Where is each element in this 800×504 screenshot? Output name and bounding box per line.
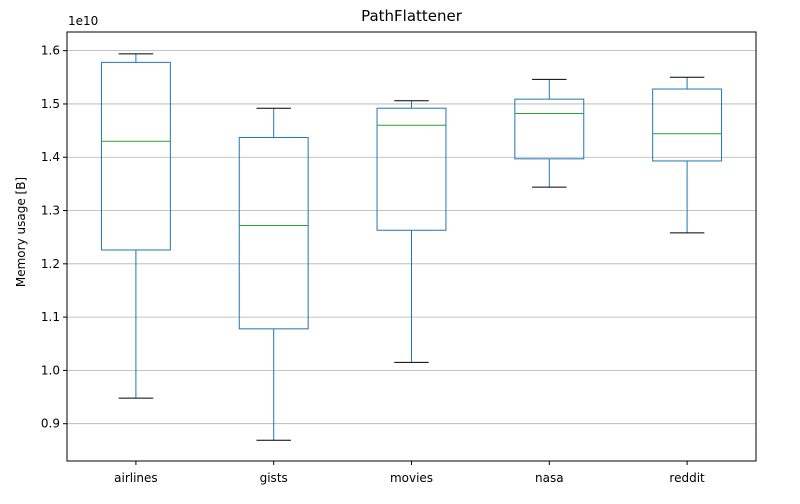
box-airlines [100, 53, 171, 399]
iqr-box [376, 107, 447, 231]
iqr-box [514, 98, 585, 160]
plot-frame [66, 31, 757, 462]
y-tick-label: 1.1 [41, 310, 60, 324]
y-axis-label: Memory usage [B] [14, 177, 28, 287]
y-tick-label: 1.4 [41, 150, 60, 164]
axes: 0.9 1.0 1.1 1.2 1.3 1.4 1.5 1.6 airlines gists mov… [41, 44, 705, 485]
y-tick-label: 1.3 [41, 204, 60, 218]
boxes [100, 53, 723, 441]
x-tick-label: nasa [535, 471, 564, 485]
x-tick-label: reddit [669, 471, 705, 485]
y-tick-label: 1.2 [41, 257, 60, 271]
iqr-box [238, 137, 309, 330]
box-gists [238, 107, 309, 441]
y-tick-label: 1.6 [41, 44, 60, 58]
x-tick-label: gists [260, 471, 288, 485]
y-tick-label: 1.0 [41, 363, 60, 377]
box-nasa [514, 78, 585, 188]
y-tick-label: 0.9 [41, 417, 60, 431]
x-tick-label: airlines [114, 471, 158, 485]
iqr-box [100, 61, 171, 251]
x-tick-label: movies [390, 471, 433, 485]
box-movies [376, 100, 447, 363]
iqr-box [652, 88, 723, 162]
box-reddit [652, 76, 723, 234]
chart-title: PathFlattener [361, 7, 463, 25]
y-axis-offset-label: 1e10 [68, 14, 98, 28]
y-tick-label: 1.5 [41, 97, 60, 111]
